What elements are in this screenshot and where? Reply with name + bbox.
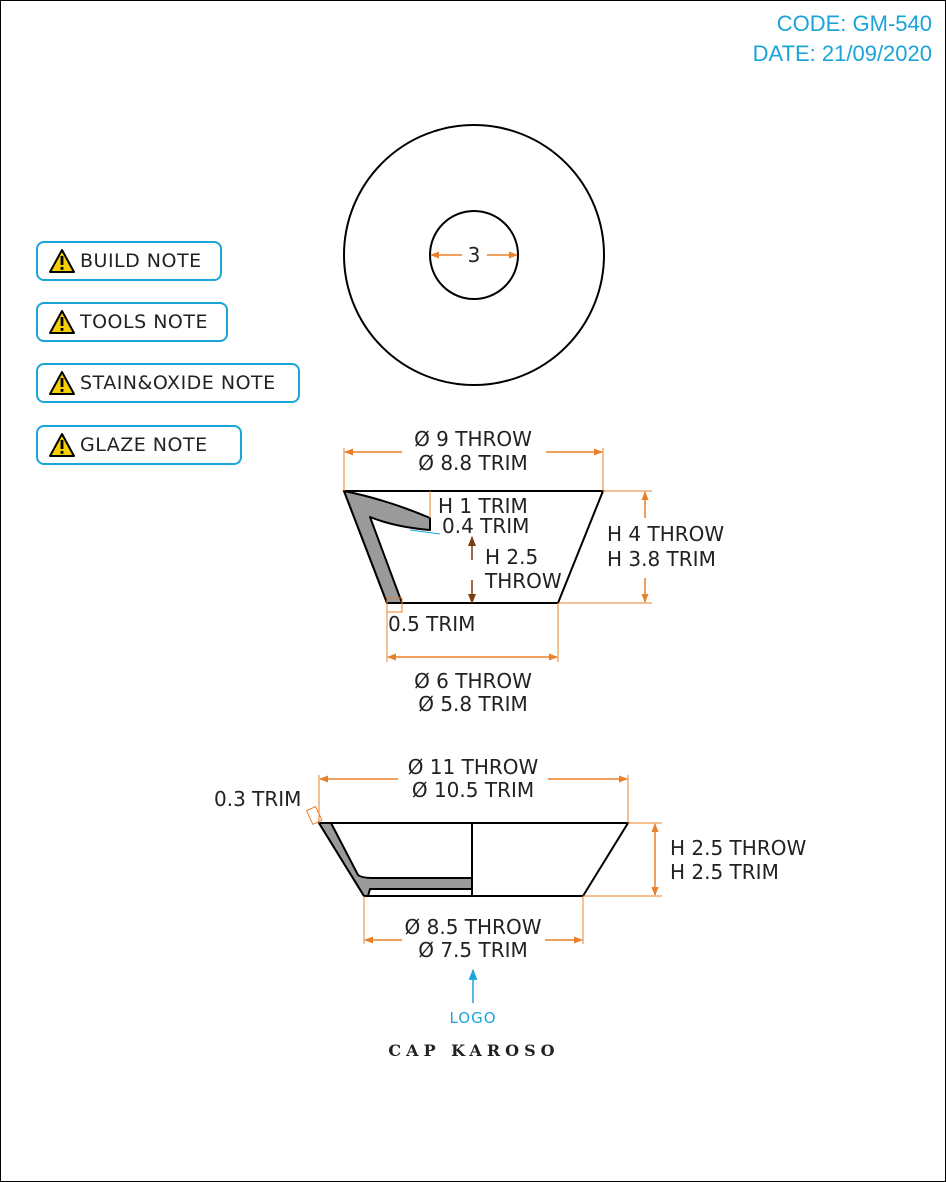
logo-label: LOGO	[449, 1009, 496, 1027]
drawing-code: CODE: GM-540	[776, 11, 932, 36]
cup-inner-height-trim: H 1 TRIM	[438, 494, 528, 518]
saucer-bottom-diameter-throw: Ø 8.5 THROW	[405, 915, 542, 939]
saucer-height-throw: H 2.5 THROW	[670, 836, 806, 860]
tools-note-label: TOOLS NOTE	[80, 311, 208, 333]
cup-wall-trim: 0.4 TRIM	[442, 514, 529, 538]
saucer-top-diameter-throw: Ø 11 THROW	[408, 755, 539, 779]
drawing-date: DATE: 21/09/2020	[752, 41, 932, 66]
saucer-wall	[318, 822, 473, 897]
cup-base-trim-marker	[386, 597, 403, 613]
warning-icon	[49, 249, 75, 273]
saucer-top-diameter-trim: Ø 10.5 TRIM	[412, 778, 534, 802]
cup-height-trim: H 3.8 TRIM	[607, 547, 716, 571]
cup-top-diameter-throw: Ø 9 THROW	[414, 427, 532, 451]
cup-inner-height-throw-a: H 2.5	[485, 545, 538, 569]
cup-height-throw: H 4 THROW	[607, 522, 724, 546]
cup-wall-leader	[409, 529, 441, 535]
saucer-height-trim: H 2.5 TRIM	[670, 860, 779, 884]
saucer-rim-trim-marker	[305, 805, 323, 826]
glaze-note-label: GLAZE NOTE	[80, 434, 208, 456]
cup-base-trim: 0.5 TRIM	[388, 612, 475, 636]
center-hole	[429, 210, 519, 300]
warning-icon	[49, 433, 75, 457]
cup-bottom-diameter-throw: Ø 6 THROW	[414, 669, 532, 693]
build-note-button[interactable]: BUILD NOTE	[36, 241, 222, 281]
stain-oxide-note-button[interactable]: STAIN&OXIDE NOTE	[36, 363, 300, 403]
glaze-note-button[interactable]: GLAZE NOTE	[36, 425, 242, 465]
saucer-bottom-diameter-trim: Ø 7.5 TRIM	[418, 938, 528, 962]
saucer-rim-trim: 0.3 TRIM	[214, 787, 301, 811]
top-view: 3	[343, 124, 605, 386]
stain-oxide-note-label: STAIN&OXIDE NOTE	[80, 372, 276, 394]
warning-icon	[49, 371, 75, 395]
product-name: CAP KAROSO	[388, 1041, 559, 1060]
cup-section: Ø 9 THROW Ø 8.8 TRIM H 1 TRIM 0.4 TRIM H…	[342, 427, 724, 716]
cup-bottom-diameter-trim: Ø 5.8 TRIM	[418, 692, 528, 716]
warning-icon	[49, 310, 75, 334]
build-note-label: BUILD NOTE	[80, 250, 202, 272]
cup-top-diameter-trim: Ø 8.8 TRIM	[418, 451, 528, 475]
hole-dim-label: 3	[468, 243, 481, 267]
cup-inner-height-throw-b: THROW	[484, 569, 562, 593]
saucer-section: 0.3 TRIM Ø 11 THROW Ø 10.5 TRIM H 2.5 TH…	[214, 755, 806, 962]
cup-wall	[343, 490, 431, 604]
tools-note-button[interactable]: TOOLS NOTE	[36, 302, 228, 342]
